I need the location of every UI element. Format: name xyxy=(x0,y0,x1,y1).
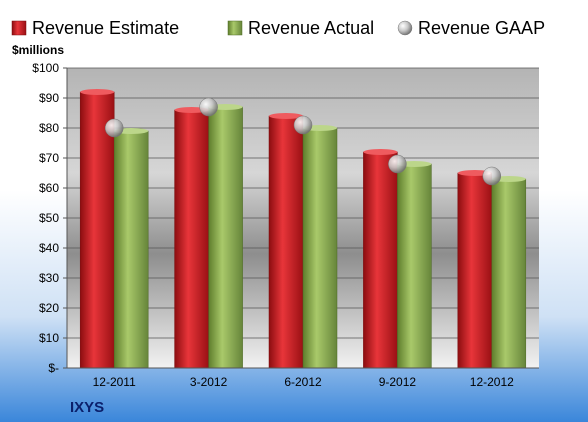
bar-revenue-estimate xyxy=(363,151,398,369)
y-tick-label: $50 xyxy=(39,211,59,225)
bar-cap-estimate xyxy=(363,149,398,155)
marker-revenue-gaap xyxy=(482,166,502,186)
x-tick-label: 12-2011 xyxy=(93,375,136,389)
y-tick-label: $90 xyxy=(39,91,59,105)
y-tick-label: $20 xyxy=(39,301,59,315)
y-unit-label: $millions xyxy=(12,43,64,57)
legend-label: Revenue GAAP xyxy=(418,18,545,38)
bar-revenue-estimate xyxy=(79,91,115,369)
gaap-markers xyxy=(104,97,502,186)
bar-revenue-actual xyxy=(302,127,338,369)
marker-revenue-gaap xyxy=(293,115,313,135)
bar-revenue-actual xyxy=(397,163,432,369)
y-tick-label: $10 xyxy=(39,331,59,345)
x-tick-label: 3-2012 xyxy=(190,375,228,389)
marker-revenue-gaap xyxy=(104,118,124,138)
bar-revenue-estimate xyxy=(174,109,209,369)
x-axis: 12-2011 3-2012 6-2012 9-2012 12-2012 xyxy=(67,367,539,389)
bars xyxy=(79,89,527,369)
y-tick-label: $30 xyxy=(39,271,59,285)
bar-revenue-estimate xyxy=(457,172,493,369)
bar-revenue-actual xyxy=(208,106,243,369)
legend-label: Revenue Actual xyxy=(248,18,374,38)
y-tick-label: $70 xyxy=(39,151,59,165)
y-tick-label: $60 xyxy=(39,181,59,195)
green-square-icon xyxy=(227,20,243,36)
bar-revenue-estimate xyxy=(268,115,304,369)
company-label: IXYS xyxy=(70,399,104,416)
red-square-icon xyxy=(11,20,27,36)
y-tick-label: $40 xyxy=(39,241,59,255)
bar-revenue-actual xyxy=(113,130,149,369)
x-tick-label: 9-2012 xyxy=(379,375,417,389)
marker-revenue-gaap xyxy=(388,154,407,174)
y-axis: $- $10 $20 $30 $40 $50 $60 $70 $80 $90 $100 xyxy=(32,61,68,375)
bar-revenue-actual xyxy=(491,178,527,369)
legend: Revenue Estimate Revenue Actual Revenue GA… xyxy=(11,18,545,38)
legend-label: Revenue Estimate xyxy=(32,18,179,38)
bar-cap-estimate xyxy=(269,113,303,119)
x-tick-label: 12-2012 xyxy=(470,375,514,389)
bar-cap-estimate xyxy=(80,89,115,95)
gray-sphere-icon xyxy=(397,20,413,36)
x-tick-label: 6-2012 xyxy=(284,375,322,389)
y-tick-label: $- xyxy=(48,361,59,375)
y-tick-label: $100 xyxy=(32,61,59,75)
y-tick-label: $80 xyxy=(39,121,59,135)
marker-revenue-gaap xyxy=(199,97,218,117)
